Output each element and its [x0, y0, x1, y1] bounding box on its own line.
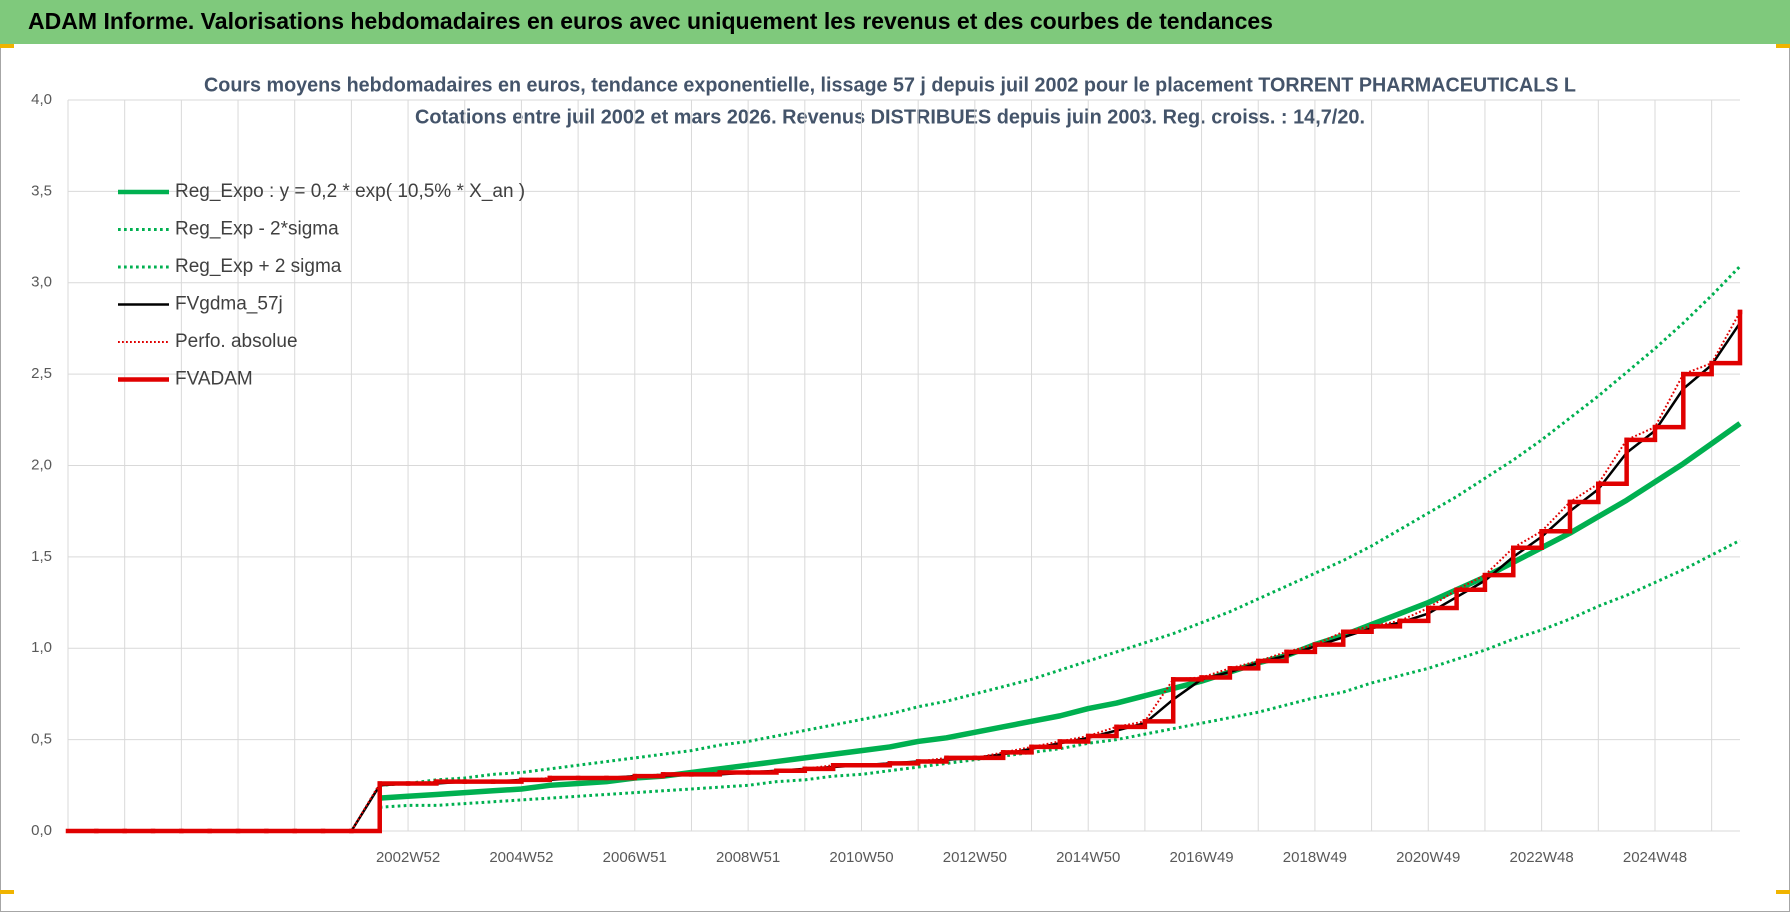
step-line: [1709, 309, 1743, 366]
step-line: [632, 772, 666, 779]
x-tick-label: 2010W50: [829, 849, 893, 866]
step-line: [1397, 605, 1431, 624]
series-line: [68, 311, 1741, 832]
series-line: [379, 265, 1742, 787]
step-line: [519, 775, 553, 783]
step-line: [1312, 629, 1346, 647]
x-tick-label: 2022W48: [1510, 849, 1574, 866]
step-line: [1681, 360, 1714, 377]
step-line: [1624, 424, 1658, 443]
step-line: [349, 781, 382, 834]
chart-subtitle: Cotations entre juil 2002 et mars 2026. …: [415, 106, 1365, 128]
x-tick-label: 2012W50: [943, 849, 1007, 866]
step-line: [1142, 677, 1176, 724]
legend-label: FVADAM: [175, 369, 253, 390]
step-line: [1539, 499, 1573, 534]
step-line: [1426, 587, 1459, 611]
legend-label: Reg_Exp - 2*sigma: [175, 219, 339, 240]
corner-mark: [0, 890, 14, 894]
step-line: [689, 770, 723, 777]
y-tick-label: 0,5: [31, 731, 52, 748]
x-tick-label: 2020W49: [1396, 849, 1460, 866]
y-tick-label: 2,5: [31, 365, 52, 382]
step-line: [1284, 642, 1318, 655]
x-tick-label: 2024W48: [1623, 849, 1687, 866]
step-line: [887, 759, 921, 766]
y-tick-label: 2,0: [31, 456, 52, 473]
corner-mark: [1776, 890, 1790, 894]
step-line: [1482, 545, 1516, 578]
x-tick-label: 2008W51: [716, 849, 780, 866]
y-tick-label: 1,0: [31, 639, 52, 656]
header-bar: [0, 0, 1790, 44]
step-line: [1567, 481, 1601, 505]
step-line: [859, 761, 893, 768]
header-title: ADAM Informe. Valorisations hebdomadaire…: [28, 8, 1273, 34]
step-line: [1255, 649, 1289, 664]
step-line: [1652, 371, 1686, 430]
step-line: [1170, 675, 1204, 682]
chart-title: Cours moyens hebdomadaires en euros, ten…: [204, 74, 1576, 96]
step-line: [774, 766, 808, 773]
x-tick-label: 2004W52: [489, 849, 553, 866]
step-line: [1454, 572, 1488, 593]
corner-mark: [1776, 44, 1790, 48]
y-tick-label: 3,5: [31, 182, 52, 199]
step-line: [405, 779, 439, 786]
x-tick-label: 2018W49: [1283, 849, 1347, 866]
y-tick-label: 1,5: [31, 548, 52, 565]
y-tick-label: 4,0: [31, 91, 52, 108]
step-line: [490, 777, 524, 784]
x-tick-label: 2014W50: [1056, 849, 1120, 866]
x-tick-label: 2006W51: [603, 849, 667, 866]
legend-label: Reg_Expo : y = 0,2 * exp( 10,5% * X_an ): [175, 181, 525, 202]
step-line: [745, 768, 779, 775]
legend-label: FVgdma_57j: [175, 294, 283, 315]
y-tick-label: 3,0: [31, 274, 52, 291]
corner-mark: [0, 44, 14, 48]
y-tick-label: 0,0: [31, 822, 52, 839]
step-line: [1511, 529, 1544, 550]
legend-label: Reg_Exp + 2 sigma: [175, 256, 342, 277]
step-line: [604, 773, 638, 781]
step-line: [1085, 724, 1119, 739]
step-line: [1227, 658, 1261, 671]
step-line: [1199, 666, 1233, 680]
legend: Reg_Expo : y = 0,2 * exp( 10,5% * X_an )…: [118, 181, 525, 390]
plot-series: [65, 265, 1743, 834]
legend-label: Perfo. absolue: [175, 331, 298, 352]
step-line: [1596, 437, 1629, 487]
x-tick-label: 2002W52: [376, 849, 440, 866]
x-tick-label: 2016W49: [1169, 849, 1233, 866]
